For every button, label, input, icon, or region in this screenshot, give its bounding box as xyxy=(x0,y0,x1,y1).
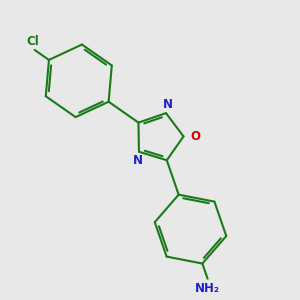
Text: O: O xyxy=(190,130,200,143)
Text: N: N xyxy=(133,154,142,167)
Text: NH₂: NH₂ xyxy=(195,282,220,295)
Text: N: N xyxy=(162,98,172,111)
Text: Cl: Cl xyxy=(27,34,40,48)
